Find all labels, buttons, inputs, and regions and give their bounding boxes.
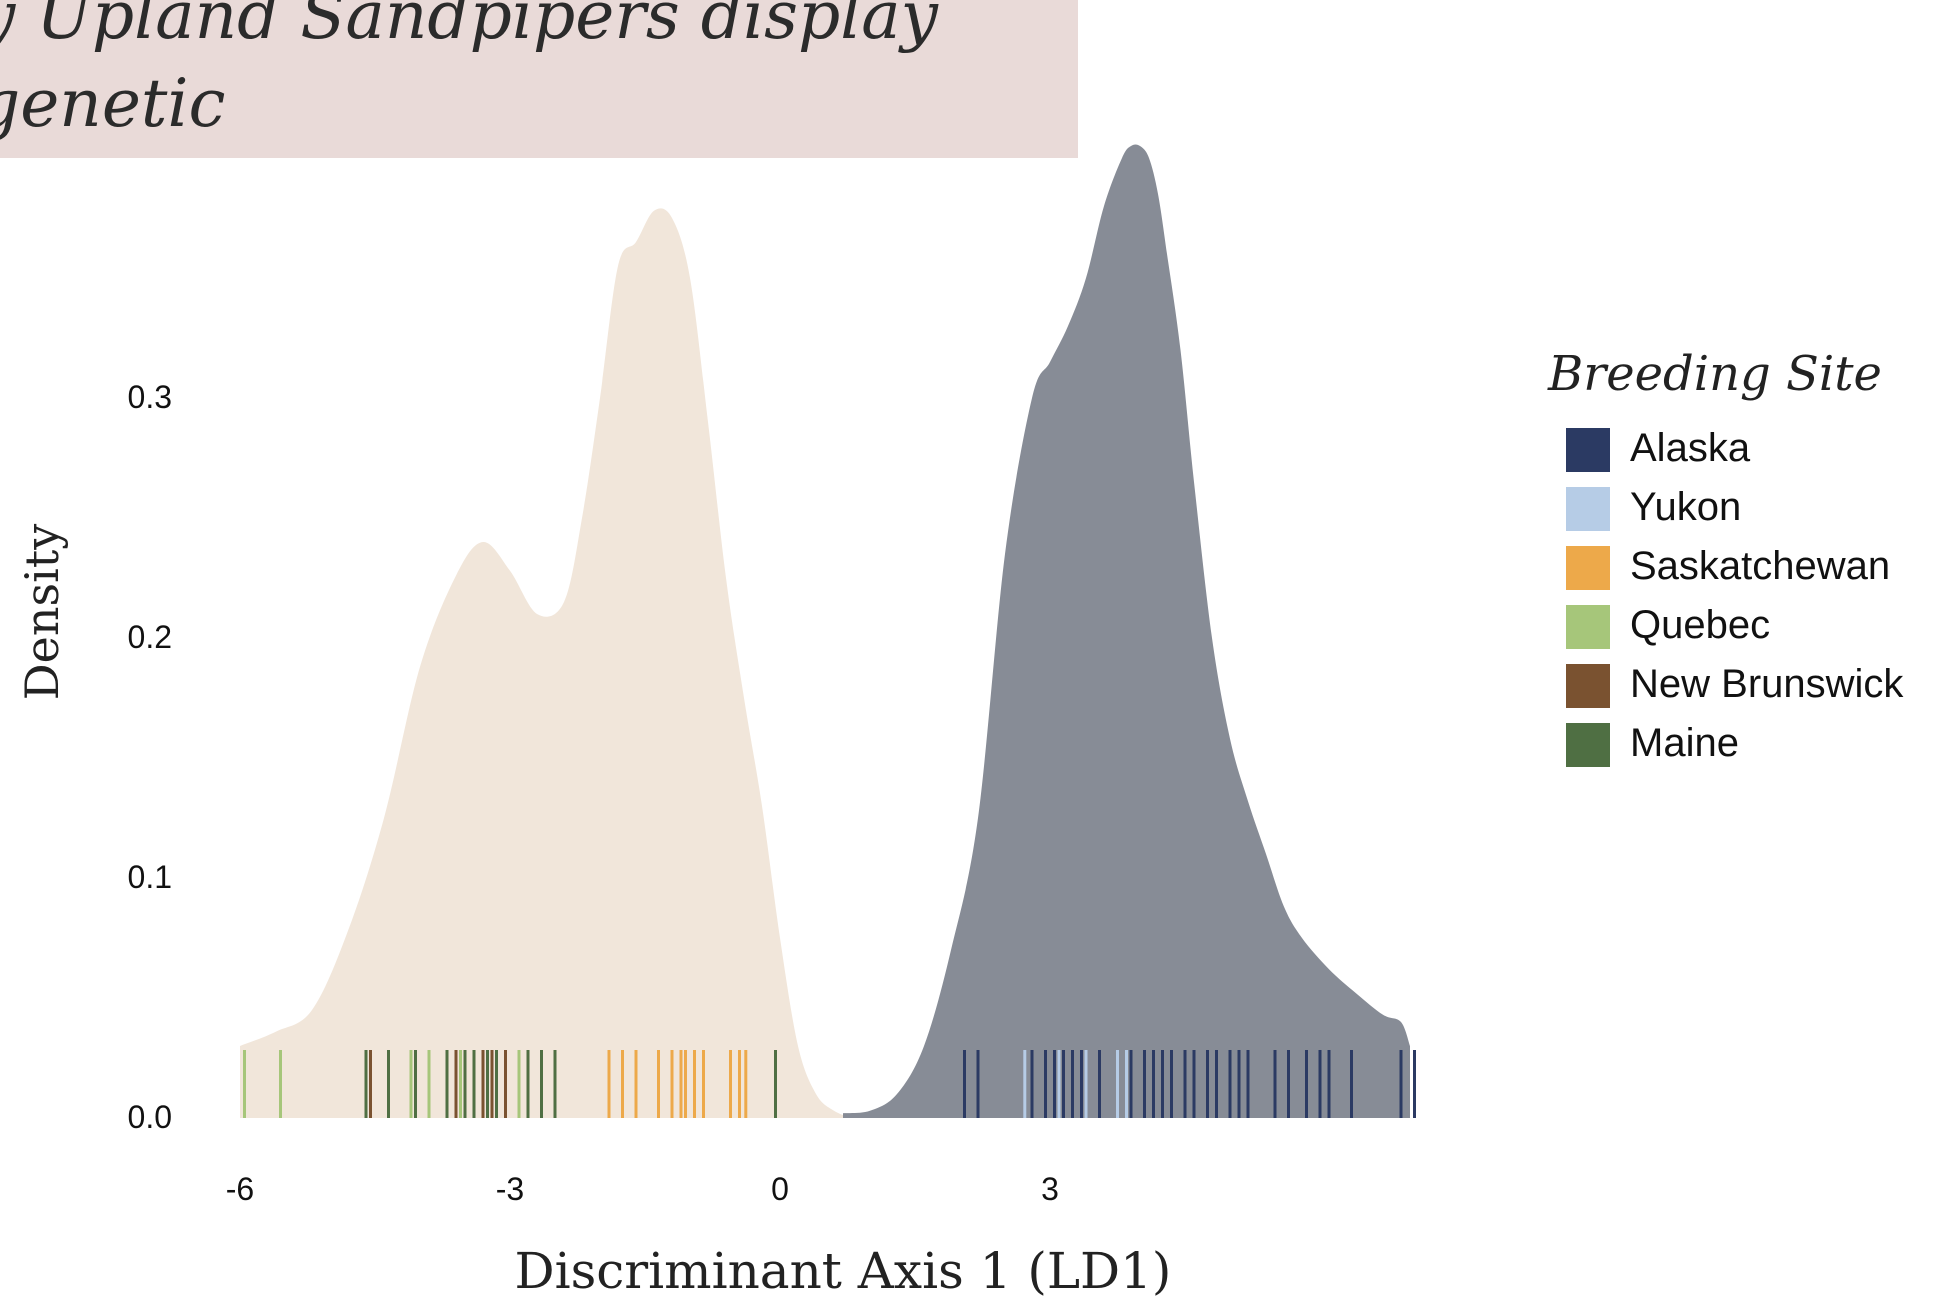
x-tick-label: 3 xyxy=(1041,1171,1059,1207)
density-area-eastern xyxy=(240,208,852,1118)
legend-swatch-new-brunswick xyxy=(1566,664,1610,708)
legend-label-yukon: Yukon xyxy=(1630,485,1741,529)
legend-swatch-yukon xyxy=(1566,487,1610,531)
legend-swatch-alaska xyxy=(1566,428,1610,472)
legend: Breeding Site Alaska Yukon Saskatchewan Queb… xyxy=(1547,346,1904,767)
legend-swatch-maine xyxy=(1566,723,1610,767)
y-tick-label: 0.1 xyxy=(128,859,172,895)
y-axis-label: Density xyxy=(15,524,69,701)
x-tick-label: -3 xyxy=(496,1171,524,1207)
x-tick-label: -6 xyxy=(226,1171,254,1207)
legend-label-maine: Maine xyxy=(1630,721,1739,765)
y-axis-ticks: 0.0 0.1 0.2 0.3 xyxy=(128,379,172,1135)
y-tick-label: 0.2 xyxy=(128,619,172,655)
x-axis-label: Discriminant Axis 1 (LD1) xyxy=(515,1242,1172,1297)
x-tick-label: 0 xyxy=(771,1171,789,1207)
legend-swatch-saskatchewan xyxy=(1566,546,1610,590)
density-area-western xyxy=(843,144,1410,1118)
legend-swatch-quebec xyxy=(1566,605,1610,649)
chart-title: y Upland Sandpipers display genetic iati… xyxy=(0,0,938,158)
x-axis-ticks: -6 -3 0 3 xyxy=(226,1171,1059,1207)
rug-marks xyxy=(243,1050,1416,1118)
legend-label-saskatchewan: Saskatchewan xyxy=(1630,544,1890,588)
legend-label-new-brunswick: New Brunswick xyxy=(1630,662,1904,706)
density-areas xyxy=(240,144,1410,1118)
y-tick-label: 0.0 xyxy=(128,1099,172,1135)
y-tick-label: 0.3 xyxy=(128,379,172,415)
legend-label-quebec: Quebec xyxy=(1630,603,1770,647)
legend-label-alaska: Alaska xyxy=(1630,426,1751,470)
title-banner: y Upland Sandpipers display genetic iati… xyxy=(0,0,1078,158)
legend-title: Breeding Site xyxy=(1547,346,1882,402)
